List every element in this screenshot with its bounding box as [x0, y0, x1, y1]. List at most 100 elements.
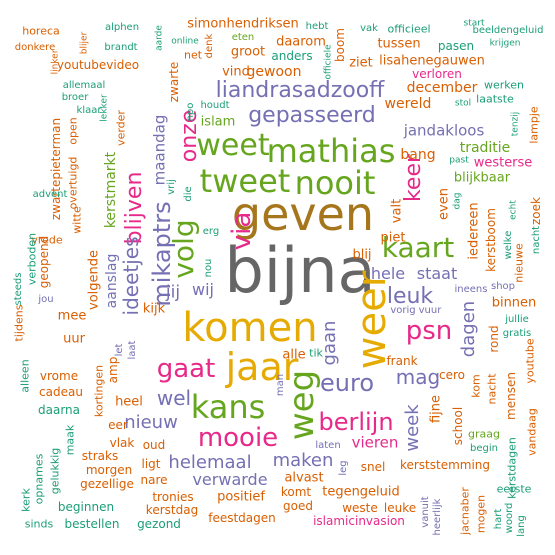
word-youtubevideo: youtubevideo [56, 58, 140, 72]
word-echt: echt [508, 200, 519, 220]
word-liandrasadzooff: liandrasadzooff [215, 78, 385, 103]
word-vrome: vrome [39, 369, 79, 383]
word-wel: wel [156, 386, 192, 410]
word-kans: kans [190, 388, 266, 426]
word-simonhendriksen: simonhendriksen [187, 16, 299, 32]
word-steeds: steeds [13, 272, 24, 306]
word-blijer: blijer [79, 31, 90, 55]
word-brandt: brandt [104, 42, 138, 53]
word-mathias: mathias [266, 132, 396, 170]
word-bijna: bijna [224, 234, 376, 307]
word-laat: laat [127, 340, 138, 360]
word-morgen: morgen [85, 463, 133, 477]
word-vuur: vuur [418, 305, 442, 316]
word-tik: tik [309, 346, 323, 360]
word-positief: positief [217, 489, 265, 505]
word-blijkbaar: blijkbaar [453, 170, 511, 186]
word-daarna: daarna [37, 403, 81, 417]
word-linker: linker [50, 49, 61, 75]
word-pasen: pasen [437, 39, 475, 53]
word-piet: piet [380, 230, 406, 246]
word-snel: snel [360, 460, 386, 474]
word-welke: welke [503, 230, 514, 260]
word-maandag: maandag [150, 114, 169, 186]
word-opnames: opnames [32, 453, 46, 505]
word-nieuw: nieuw [124, 412, 178, 433]
word-jij: jij [165, 282, 181, 303]
word-begin: begin [470, 443, 498, 454]
word-kortingen: kortingen [92, 364, 106, 418]
word-jaar: jaar [225, 345, 299, 389]
word-nooit: nooit [294, 164, 376, 202]
word-blij: blij [352, 247, 372, 263]
word-kerstdag: kerstdag [145, 503, 199, 517]
word-kerststemming: kerststemming [399, 458, 491, 472]
word-alvast: alvast [284, 470, 324, 486]
word-eerste: eerste [496, 482, 532, 496]
word-nou: nou [203, 258, 214, 278]
word-ideetjes: ideetjes [119, 236, 143, 316]
word-houdt: houdt [200, 100, 230, 111]
word-mooie: mooie [197, 423, 279, 453]
word-fijne: fijne [428, 394, 444, 424]
word-islam: islam [200, 114, 236, 130]
word-aarde: aarde [154, 25, 165, 51]
word-even: even [436, 188, 452, 220]
word-klaar: klaar [76, 105, 102, 116]
word-tegengeluid: tegengeluid [322, 484, 400, 500]
word-gezellige: gezellige [80, 477, 134, 491]
word-vieren: vieren [351, 433, 399, 452]
word-officieel: officieel [387, 22, 431, 36]
word-cadeau: cadeau [39, 385, 83, 399]
word-ligt: ligt [141, 457, 161, 471]
word-hart: hart [493, 508, 504, 530]
word-gepasseerd: gepasseerd [248, 103, 376, 128]
word-tronies: tronies [152, 490, 194, 504]
word-nacht: nacht [531, 225, 542, 255]
word-hele: hele [370, 264, 406, 283]
word-staat: staat [416, 264, 458, 283]
word-youtube: youtube [523, 338, 537, 384]
word-zwarte: zwarte [167, 61, 181, 103]
word-jandakloos: jandakloos [403, 121, 485, 140]
word-december: december [406, 80, 478, 96]
word-die: die [183, 186, 194, 202]
word-gaan: gaan [319, 320, 340, 366]
word-islamicinvasion: islamicinvasion [313, 514, 405, 528]
word-denk: denk [204, 33, 215, 59]
word-valt: valt [389, 198, 405, 224]
word-weet: weet [196, 128, 270, 163]
word-gelukkig: gelukkig [48, 447, 62, 495]
word-komt: komt [280, 485, 312, 499]
word-anders: anders [271, 49, 313, 63]
word-tussen: tussen [377, 36, 421, 52]
word-allemaal: allemaal [62, 80, 106, 91]
word-kerstboom: kerstboom [484, 208, 498, 272]
word-kerstmarkt: kerstmarkt [103, 151, 119, 229]
word-weg: weg [282, 369, 322, 441]
word-jou: jou [38, 294, 54, 305]
word-beeldengeluid: beeldengeluid [472, 25, 544, 36]
word-maak: maak [63, 424, 77, 456]
word-traditie: traditie [459, 140, 511, 156]
word-lampje: lampje [527, 106, 541, 144]
word-leg: leg [338, 460, 349, 476]
word-verloren: verloren [412, 67, 462, 81]
word-oud: oud [142, 438, 166, 452]
word-vandaag: vandaag [525, 408, 539, 456]
word-tenzij: tenzij [510, 111, 521, 137]
word-verder: verder [114, 110, 128, 146]
word-npo: npo [185, 102, 196, 122]
word-man: man [275, 373, 286, 397]
word-overtuigd: overtuigd [66, 156, 80, 210]
word-mag: mag [395, 365, 441, 389]
word-vak: vak [360, 23, 378, 34]
word-zoek: zoek [529, 197, 543, 225]
word-bestellen: bestellen [64, 517, 120, 531]
word-nieuwe: nieuwe [512, 243, 526, 283]
word-vlak: vlak [109, 436, 135, 450]
word-gezond: gezond [137, 517, 181, 531]
word-donkere: donkere [14, 42, 56, 53]
word-wereld: wereld [384, 96, 432, 112]
word-westerse: westerse [473, 155, 533, 171]
